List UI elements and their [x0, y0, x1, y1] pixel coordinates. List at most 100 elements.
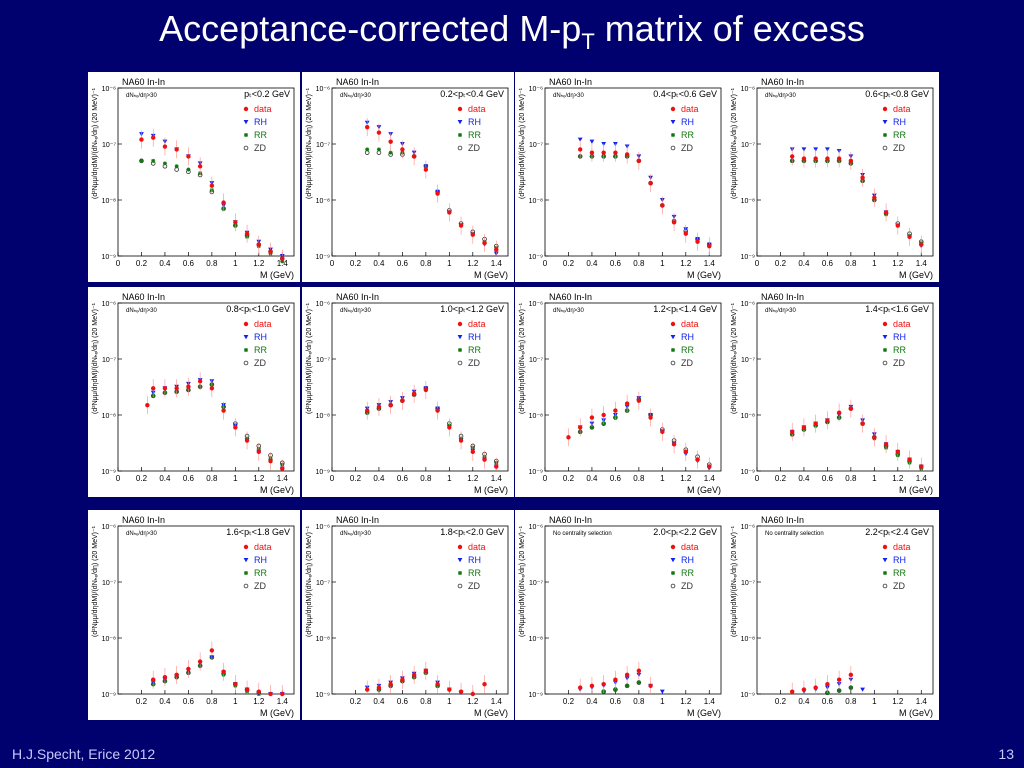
legend-label-data: data [893, 542, 911, 552]
y-tick-label: 10⁻⁷ [102, 580, 116, 587]
legend-label-rh: RH [893, 332, 906, 342]
legend-label-data: data [681, 542, 699, 552]
y-tick-label: 10⁻⁹ [529, 254, 543, 261]
point-data [412, 673, 416, 677]
x-tick-label: 0 [330, 259, 335, 268]
y-axis-label: (d²Nμμ/dηdM)/(dNₕₑ/dη) (20 MeV)⁻¹ [92, 302, 99, 414]
y-tick-label: 10⁻⁸ [529, 198, 543, 205]
legend-label-rh: RH [468, 555, 481, 565]
x-tick-label: 0.6 [610, 474, 622, 483]
point-data [648, 415, 652, 419]
legend-marker-data [244, 545, 248, 549]
pt-bin-label: 0.8<pₜ<1.0 GeV [226, 304, 290, 314]
x-tick-label: 1 [872, 474, 877, 483]
point-data [590, 415, 594, 419]
legend-marker-rh [671, 558, 676, 562]
point-data [837, 678, 841, 682]
chart-panel: NA60 In-In No centrality selection 2.2<pₜ<… [727, 510, 939, 720]
x-axis-label: M (GeV) [899, 485, 933, 495]
x-axis-label: M (GeV) [474, 270, 508, 280]
point-data [837, 156, 841, 160]
experiment-label: NA60 In-In [336, 77, 379, 87]
series-zd [151, 656, 260, 695]
point-data [813, 685, 817, 689]
point-data [447, 210, 451, 214]
chart-panel: NA60 In-In No centrality selection 2.0<pₜ<… [515, 510, 727, 720]
x-tick-label: 0.4 [586, 474, 598, 483]
series-rh [790, 405, 924, 469]
y-tick-label: 10⁻⁹ [316, 692, 330, 699]
x-tick-label: 1.4 [491, 697, 503, 706]
x-tick-label: 0 [116, 259, 121, 268]
chart-svg: NA60 In-IndNₕₑ/dη>30 0.2<pₜ<0.4 GeV10⁻⁹10… [302, 72, 514, 282]
point-rr [837, 689, 841, 693]
x-tick-label: 1.2 [467, 697, 479, 706]
y-tick-label: 10⁻⁹ [529, 469, 543, 476]
x-tick-label: 0 [330, 474, 335, 483]
chart-svg: NA60 In-IndNₕₑ/dη>30 1.0<pₜ<1.2 GeV10⁻⁹10… [302, 287, 514, 497]
legend-marker-rh [883, 120, 888, 124]
legend-marker-zd [671, 584, 675, 588]
point-data [790, 689, 794, 693]
legend-label-zd: ZD [468, 143, 480, 153]
x-tick-label: 1 [447, 259, 452, 268]
legend-marker-zd [458, 361, 462, 365]
point-data [257, 242, 261, 246]
legend-marker-rh [458, 558, 463, 562]
series-data [365, 381, 498, 471]
x-tick-label: 0.6 [183, 259, 195, 268]
x-tick-label: 1.4 [491, 259, 503, 268]
point-data [268, 249, 272, 253]
point-data [790, 154, 794, 158]
centrality-label: dNₕₑ/dη>30 [340, 93, 372, 99]
point-data [825, 418, 829, 422]
y-axis-label: (d²Nμμ/dηdM)/(dNₕₑ/dη) (20 MeV)⁻¹ [519, 87, 526, 199]
experiment-label: NA60 In-In [122, 515, 165, 525]
point-data [625, 673, 629, 677]
y-tick-label: 10⁻⁷ [529, 142, 543, 149]
legend-marker-zd [883, 361, 887, 365]
point-data [459, 438, 463, 442]
point-data [849, 406, 853, 410]
series-rh [151, 655, 285, 696]
x-tick-label: 1.2 [892, 697, 904, 706]
y-tick-label: 10⁻⁷ [741, 142, 755, 149]
point-data [388, 403, 392, 407]
legend-label-data: data [681, 104, 699, 114]
y-tick-label: 10⁻⁶ [529, 524, 543, 531]
y-tick-label: 10⁻⁶ [102, 86, 116, 93]
series-rr [790, 407, 923, 471]
point-data [849, 673, 853, 677]
legend-label-data: data [893, 319, 911, 329]
y-tick-label: 10⁻⁸ [529, 636, 543, 643]
point-data [578, 685, 582, 689]
y-tick-label: 10⁻⁶ [316, 301, 330, 308]
point-data [400, 147, 404, 151]
point-data [435, 408, 439, 412]
point-data [813, 156, 817, 160]
point-data [707, 244, 711, 248]
point-data [482, 457, 486, 461]
pt-bin-label: 1.0<pₜ<1.2 GeV [440, 304, 504, 314]
legend-marker-rr [244, 571, 248, 575]
point-data [412, 154, 416, 158]
legend-marker-rh [883, 558, 888, 562]
experiment-label: NA60 In-In [549, 292, 592, 302]
legend-marker-rh [244, 558, 249, 562]
series-rh [365, 386, 499, 468]
legend-label-rr: RR [468, 568, 481, 578]
point-data [872, 435, 876, 439]
chart-panel: NA60 In-In dNₕₑ/dη>30 1.6<pₜ<1.8 GeV 10⁻⁹ 10… [88, 510, 300, 720]
point-data [365, 125, 369, 129]
series-rh [578, 396, 712, 471]
series-rh [578, 673, 665, 694]
x-tick-label: 0.2 [350, 474, 362, 483]
point-data [695, 240, 699, 244]
y-tick-label: 10⁻⁷ [102, 357, 116, 364]
legend-label-zd: ZD [468, 581, 480, 591]
point-data [198, 379, 202, 383]
x-tick-label: 1.2 [680, 474, 692, 483]
point-data [482, 682, 486, 686]
legend-marker-rr [458, 133, 462, 137]
y-tick-label: 10⁻⁹ [316, 254, 330, 261]
